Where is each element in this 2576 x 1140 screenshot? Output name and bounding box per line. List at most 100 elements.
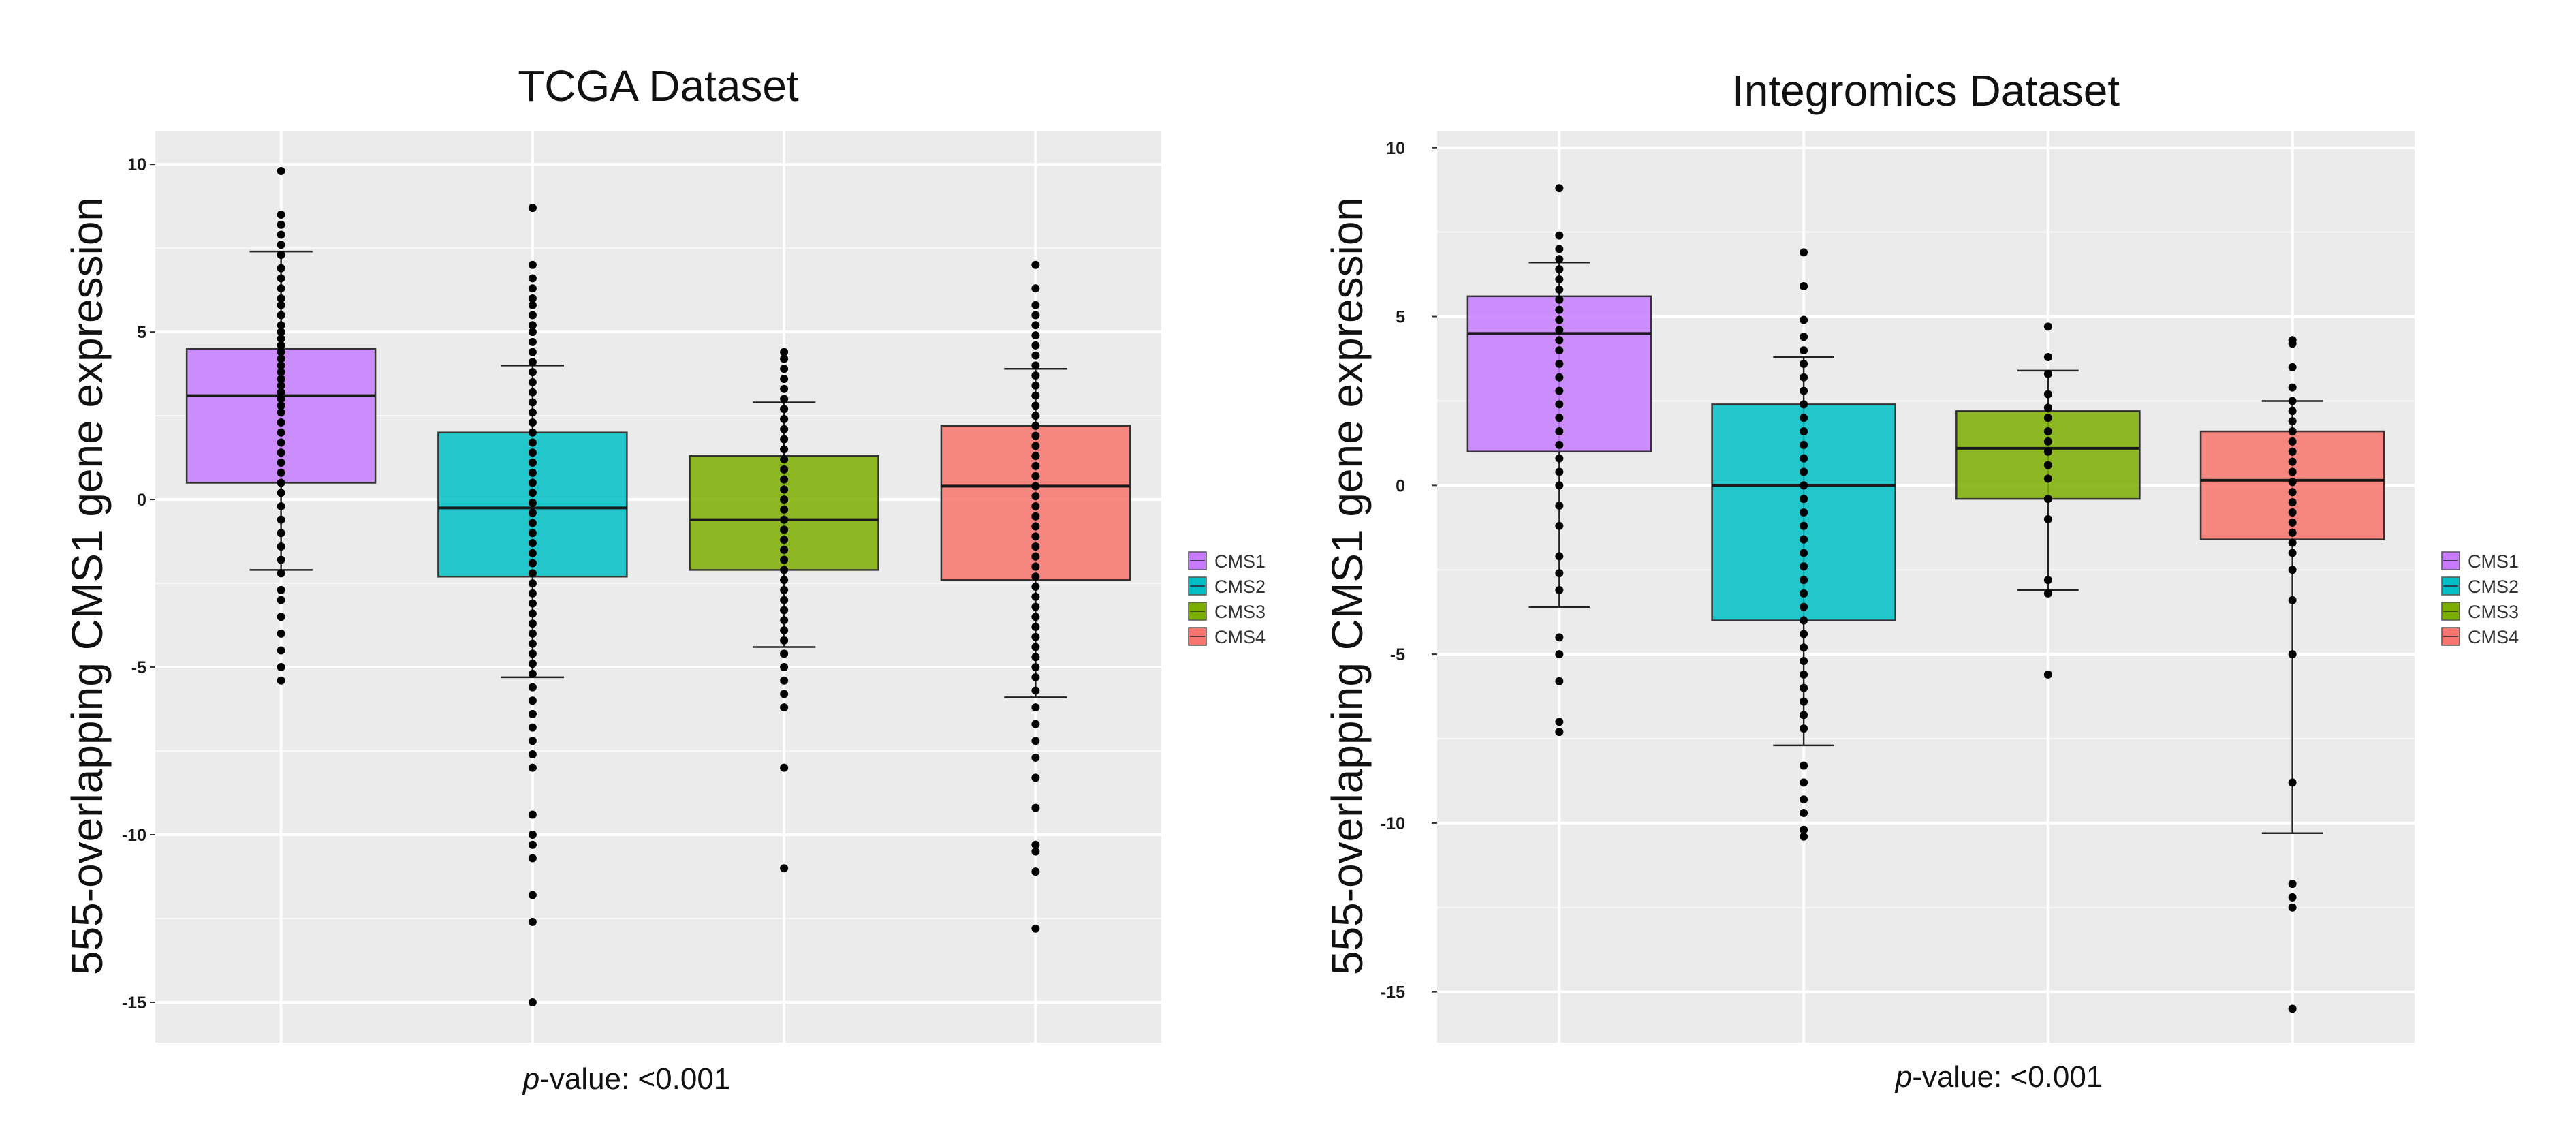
data-point: [528, 428, 537, 437]
data-point: [277, 388, 285, 397]
data-point: [1031, 431, 1040, 440]
data-point: [277, 418, 285, 427]
data-point: [277, 428, 285, 437]
data-point: [528, 274, 537, 283]
data-point: [2288, 488, 2297, 497]
data-point: [2043, 353, 2052, 362]
data-point: [2288, 549, 2297, 557]
data-point: [1800, 414, 1808, 422]
data-point: [1800, 427, 1808, 436]
data-point: [277, 301, 285, 309]
data-point: [277, 438, 285, 447]
box-cms3: [689, 348, 879, 873]
data-point: [1800, 281, 1808, 290]
data-point: [1031, 572, 1040, 581]
data-point: [528, 478, 537, 487]
data-point: [528, 917, 537, 926]
data-point: [1031, 613, 1040, 621]
data-point: [2288, 518, 2297, 527]
data-point: [1031, 583, 1040, 591]
box-cms1: [185, 167, 377, 685]
data-point: [1555, 414, 1564, 422]
data-point: [1555, 677, 1564, 685]
data-point: [528, 388, 537, 397]
data-point: [528, 609, 537, 618]
data-point: [1031, 643, 1040, 651]
data-point: [780, 505, 789, 514]
data-point: [1555, 305, 1564, 314]
data-point: [780, 354, 789, 363]
data-point: [1555, 728, 1564, 737]
data-point: [277, 241, 285, 249]
data-point: [780, 384, 789, 393]
data-point: [528, 499, 537, 508]
data-point: [1800, 683, 1808, 692]
data-point: [780, 576, 789, 585]
data-point: [277, 264, 285, 273]
data-point: [2288, 407, 2297, 416]
data-point: [528, 418, 537, 427]
data-point: [1800, 643, 1808, 652]
data-point: [528, 549, 537, 557]
data-point: [528, 378, 537, 386]
data-point: [528, 398, 537, 407]
data-point: [2043, 495, 2052, 504]
data-point: [2288, 566, 2297, 574]
integromics-boxplot-panel: 10 5 0 -5 -10 -15 Integromics Dataset 555-overl…: [1323, 66, 2519, 1094]
data-point: [1031, 472, 1040, 480]
data-point: [528, 737, 537, 745]
data-point: [780, 676, 789, 685]
data-point: [277, 361, 285, 370]
data-point: [1031, 321, 1040, 330]
legend-label-cms4: CMS4: [2468, 627, 2519, 647]
data-point: [780, 455, 789, 464]
data-point: [780, 415, 789, 424]
data-point: [1031, 381, 1040, 390]
data-point: [1800, 359, 1808, 368]
box-cms2: [437, 204, 628, 1006]
data-point: [780, 636, 789, 645]
data-point: [1031, 492, 1040, 501]
y-tick-label: 10: [127, 155, 146, 174]
data-point: [2043, 403, 2052, 412]
chart-title: Integromics Dataset: [1732, 66, 2120, 115]
data-point: [1031, 391, 1040, 400]
data-point: [1031, 401, 1040, 410]
legend-label-cms4: CMS4: [1214, 627, 1266, 647]
box-cms4: [940, 260, 1131, 933]
p-value-label: p-value: <0.001: [522, 1062, 731, 1096]
box-cms2: [1711, 248, 1896, 841]
data-point: [1031, 867, 1040, 876]
data-point: [780, 763, 789, 772]
data-point: [277, 676, 285, 685]
data-point: [277, 251, 285, 260]
data-point: [528, 529, 537, 538]
data-point: [1031, 502, 1040, 510]
data-point: [1800, 809, 1808, 818]
data-point: [277, 321, 285, 330]
data-point: [1555, 454, 1564, 463]
data-point: [1031, 753, 1040, 762]
data-point: [1800, 373, 1808, 382]
data-point: [1800, 670, 1808, 679]
data-point: [2288, 528, 2297, 537]
data-point: [2288, 417, 2297, 426]
legend-label-cms3: CMS3: [1214, 602, 1266, 622]
data-point: [277, 274, 285, 283]
data-point: [277, 368, 285, 377]
data-point: [1800, 657, 1808, 666]
data-point: [780, 536, 789, 544]
data-point: [1555, 231, 1564, 240]
data-point: [2288, 650, 2297, 659]
data-point: [1555, 245, 1564, 253]
data-point: [1031, 412, 1040, 420]
data-point: [528, 599, 537, 608]
data-point: [1800, 630, 1808, 638]
y-tick-label: -5: [131, 658, 146, 677]
data-point: [1555, 295, 1564, 304]
data-point: [528, 508, 537, 517]
data-point: [1555, 650, 1564, 659]
data-point: [277, 629, 285, 638]
data-point: [277, 448, 285, 457]
